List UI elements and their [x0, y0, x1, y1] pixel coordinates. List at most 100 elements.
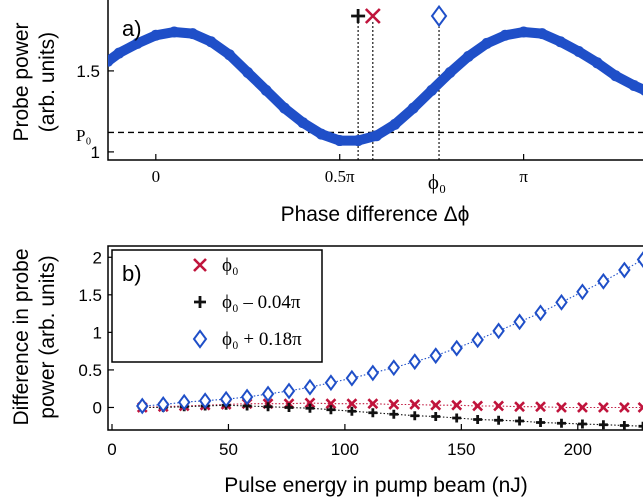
panel-label-b: b) [122, 261, 142, 286]
y-axis-label-a-line1: Probe power [10, 22, 33, 141]
series-1-point [638, 421, 643, 430]
series-2-point [513, 313, 526, 331]
series-1-point [368, 408, 378, 418]
x-axis-label-b: Pulse energy in pump beam (nJ) [224, 474, 528, 497]
x-tick-label: 0 [107, 440, 116, 459]
series-2-point [555, 293, 568, 311]
y-axis-label-a-line2: (arb. units) [36, 32, 59, 132]
series-2-point [534, 304, 547, 322]
data-point [150, 29, 162, 41]
series-2-point [429, 347, 442, 365]
panel-a: a) 11.5 0 0.5π π P₀ ϕ₀ Phase difference Δϕ… [10, 0, 643, 226]
data-point [591, 57, 603, 69]
series-0-point [472, 400, 484, 412]
series-2-point [576, 283, 589, 301]
data-point [223, 49, 235, 61]
series-1-point [431, 411, 441, 421]
series-1-point [347, 406, 357, 416]
data-point [407, 102, 419, 114]
data-point [297, 117, 309, 129]
y-axis-label-b-line1: Difference in probe [10, 248, 33, 425]
series-0-point [409, 399, 421, 410]
legend-entry: ϕ₀ – 0.04π [222, 292, 301, 313]
y-ticks-b: 0 0.5 1 1.5 2 [78, 248, 114, 417]
series-2-point [471, 331, 484, 349]
y-tick-label: 1.5 [76, 62, 100, 81]
phase-markers [351, 4, 448, 28]
series-2-point [219, 390, 233, 408]
series-0-point [556, 402, 567, 413]
series-1-point [389, 409, 399, 419]
x-ticks-a: 0 0.5π π [152, 154, 528, 186]
data-point [573, 45, 585, 57]
series-0-point [367, 398, 379, 410]
data-point [334, 135, 346, 147]
series-2-point [366, 364, 380, 382]
series-2-point [240, 388, 254, 406]
series-1-point [536, 417, 546, 427]
x-axis-label-a: Phase difference Δϕ [281, 203, 470, 226]
data-point [242, 67, 254, 79]
y-axis-label-b-line2: power (arb. units) [36, 255, 59, 418]
panel-label-a: a) [122, 16, 142, 41]
series-2-point [198, 392, 212, 410]
series-0-point [304, 397, 316, 409]
series-1-point [619, 420, 629, 430]
data-point [108, 55, 114, 67]
series-a [108, 26, 643, 147]
series-1-point [305, 403, 315, 413]
data-point [610, 70, 622, 82]
data-point [168, 26, 180, 38]
marker-cross [364, 8, 381, 24]
legend-marker [192, 329, 208, 349]
series-2-point [408, 353, 422, 371]
series-2-point [450, 339, 463, 357]
y-ticks-a: 11.5 [76, 62, 114, 162]
data-point [371, 130, 382, 142]
series-2-point [177, 393, 191, 411]
phi0-axis-label: ϕ₀ [428, 170, 446, 194]
data-point [279, 102, 291, 114]
data-point [462, 50, 474, 62]
series-0-point [577, 402, 588, 413]
x-tick-label: 50 [219, 440, 238, 459]
series-1-point [577, 419, 587, 429]
marker-guide-lines [357, 22, 440, 160]
data-point [639, 85, 643, 96]
marker-plus [351, 9, 366, 23]
series-2-point [636, 251, 643, 268]
series-0-point [346, 398, 358, 410]
series-1-point [494, 415, 504, 425]
x-tick-label: 150 [447, 440, 475, 459]
series-2-point [618, 261, 631, 279]
data-point [518, 26, 530, 38]
series-0-point [388, 399, 400, 410]
y-tick-label: 0.5 [78, 361, 102, 380]
series-2-point [136, 397, 149, 415]
legend-entry: ϕ₀ + 0.18π [222, 329, 302, 350]
series-0-point [618, 402, 630, 413]
data-point [352, 135, 364, 147]
series-1-point [556, 418, 566, 428]
x-tick-label: 0.5π [325, 167, 355, 186]
data-point [481, 37, 493, 49]
legend-box [111, 249, 323, 363]
series-1-point [410, 411, 420, 421]
series-0-point [535, 401, 546, 413]
legend-marker [193, 258, 207, 272]
series-2-point [282, 382, 296, 400]
y-tick-label: 1 [93, 323, 102, 342]
series-0-point [325, 398, 337, 410]
series-0-point [597, 402, 609, 413]
reference-label: P₀ [76, 126, 91, 145]
x-ticks-b: 0 50 100 150 200 [107, 424, 592, 459]
data-point [536, 28, 548, 40]
series-0-point [637, 402, 643, 413]
data-point [499, 29, 511, 41]
y-tick-label: 0 [93, 398, 102, 417]
series-1-point [515, 416, 525, 426]
data-point [131, 37, 143, 49]
legend: b) ϕ₀ ϕ₀ – 0.04π ϕ₀ + 0.18π [111, 249, 323, 363]
series-0-point [430, 399, 442, 411]
